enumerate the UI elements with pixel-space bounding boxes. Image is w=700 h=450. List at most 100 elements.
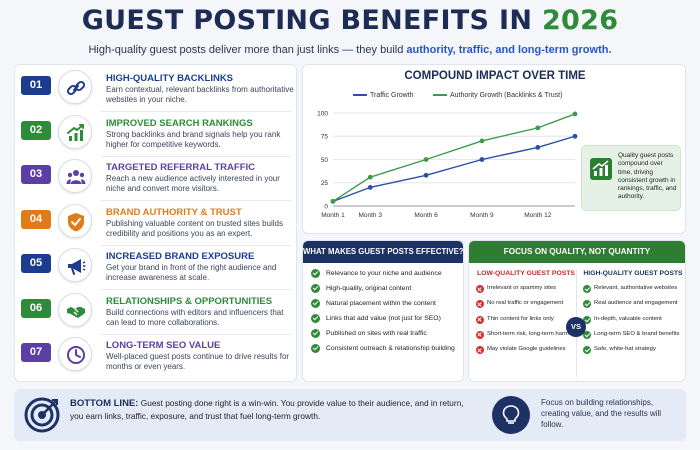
check-icon [311,344,320,353]
data-point [367,185,373,190]
chart-plot: 0 25 50 75 100 Month 1 Month 3 Month 6 Month 9 Mo… [317,110,578,219]
check-icon [311,299,320,308]
x-tick-label: Month 12 [524,212,551,219]
benefit-title: BRAND AUTHORITY & TRUST [106,206,242,218]
high-quality-column: HIGH-QUALITY GUEST POSTS Relevant, autho… [581,267,685,357]
effective-title: WHAT MAKES GUEST POSTS EFFECTIVE? [303,241,463,263]
lightbulb-icon [502,405,520,424]
benefit-description: Earn contextual, relevant backlinks from… [106,85,294,104]
high-quality-item: Long-term SEO & brand benefits [581,327,685,342]
lightbulb-badge [492,396,530,434]
check-icon [311,314,320,323]
benefit-item: 05 INCREASED BRAND EXPOSURE Get your brand… [15,248,298,292]
chart-title: COMPOUND IMPACT OVER TIME [404,70,586,82]
benefit-separator [101,111,291,112]
benefit-number: 02 [21,120,51,140]
high-quality-item: Safe, white-hat strategy [581,342,685,357]
data-point [572,111,578,117]
high-quality-title: HIGH-QUALITY GUEST POSTS [583,270,683,277]
benefit-icon-circle [58,114,92,149]
x-icon [476,315,484,324]
handshake-icon [67,306,85,318]
data-point [572,133,578,139]
x-icon [476,300,484,309]
low-quality-item: No real traffic or engagement [474,296,578,311]
benefit-description: Strong backlinks and brand signals help … [106,129,281,149]
benefit-number: 04 [21,209,51,229]
effective-list: Relevance to your niche and audience High… [303,263,463,356]
target-icon [24,397,60,433]
benefit-separator [101,289,291,290]
legend-authority: Authority Growth (Backlinks & Trust) [433,92,562,99]
check-icon [311,284,320,293]
bottom-right-text: Focus on building relationships, creatin… [541,398,662,429]
benefit-title: RELATIONSHIPS & OPPORTUNITIES [106,295,273,307]
data-point [479,138,485,144]
low-quality-item: Irrelevant or spammy sites [474,281,578,296]
data-point [535,125,541,131]
high-quality-item: Real audience and engagement [581,296,685,311]
low-quality-item: May violate Google guidelines [474,342,578,357]
data-point [367,174,373,180]
x-icon [476,330,484,339]
low-quality-item: Short-term risk, long-term harm [474,327,578,342]
data-point [423,172,429,178]
effective-item: High-quality, original content [311,281,463,296]
check-icon [583,285,591,293]
y-tick-label: 50 [321,157,329,164]
benefit-title: TARGETED REFERRAL TRAFFIC [106,162,256,173]
high-quality-item: In-depth, valuable content [581,312,685,327]
benefits-list: 01 HIGH-QUALITY BACKLINKS Earn contextual,… [14,64,297,382]
legend-swatch-authority [433,94,447,97]
low-quality-column: LOW-QUALITY GUEST POSTS Irrelevant or sp… [474,267,578,357]
x-tick-label: Month 3 [358,212,382,219]
benefit-number: 01 [21,76,51,95]
data-point [535,145,541,150]
callout-box: Quality guest posts compound over time, … [581,145,681,211]
y-tick-label: 100 [317,110,328,117]
series-line-authority [332,113,576,202]
effective-item: Consistent outreach & relationship build… [311,341,463,356]
benefit-icon-circle [58,203,92,238]
benefit-item: 04 BRAND AUTHORITY & TRUST Publishing valu… [15,203,298,248]
benefit-item: 02 IMPROVED SEARCH RANKINGS Strong backlin… [15,114,298,159]
legend-traffic: Traffic Growth [353,92,414,99]
benefit-item: 01 HIGH-QUALITY BACKLINKS Earn contextual,… [15,70,298,114]
page-subtitle: High-quality guest posts deliver more th… [88,44,612,56]
effective-item: Natural placement within the content [311,296,463,311]
benefit-separator [101,333,291,335]
benefit-number: 07 [21,343,51,362]
megaphone-icon [68,259,86,275]
benefit-icon-circle [58,292,92,327]
clock-icon [67,346,85,364]
growth-chart-icon [590,158,612,180]
check-icon [583,330,591,339]
effective-card: WHAT MAKES GUEST POSTS EFFECTIVE? Releva… [302,240,464,382]
vs-badge: VS [566,317,586,337]
x-tick-label: Month 1 [321,212,345,219]
check-icon [311,329,320,338]
x-icon [476,285,484,293]
benefit-title: INCREASED BRAND EXPOSURE [106,251,255,262]
benefit-title: HIGH-QUALITY BACKLINKS [106,73,234,84]
bottom-line-text: BOTTOM LINE: Guest posting done right is… [70,398,464,421]
link-icon [66,80,86,96]
check-icon [583,315,591,324]
effective-item: Published on sites with real traffic [311,326,463,341]
benefit-description: Well-placed guest posts continue to driv… [106,352,290,371]
benefit-item: 03 TARGETED REFERRAL TRAFFIC Reach a new a… [15,159,298,203]
quality-card: FOCUS ON QUALITY, NOT QUANTITY LOW-QUALI… [468,240,686,382]
benefit-icon-circle [58,248,92,282]
y-tick-label: 0 [324,203,328,210]
benefit-item: 06 RELATIONSHIPS & OPPORTUNITIES Build con… [15,292,298,337]
x-tick-label: Month 9 [470,212,494,219]
benefit-number: 05 [21,254,51,273]
page-title: GUEST POSTING BENEFITS IN 2026 [81,5,619,36]
legend-swatch-traffic [353,94,367,97]
data-point [423,157,429,162]
check-icon [311,269,320,278]
benefit-number: 06 [21,298,51,318]
callout-text: Quality guest posts compound over time, … [618,152,677,201]
benefit-description: Build connections with editors and influ… [106,307,284,327]
benefit-title: IMPROVED SEARCH RANKINGS [106,117,253,129]
